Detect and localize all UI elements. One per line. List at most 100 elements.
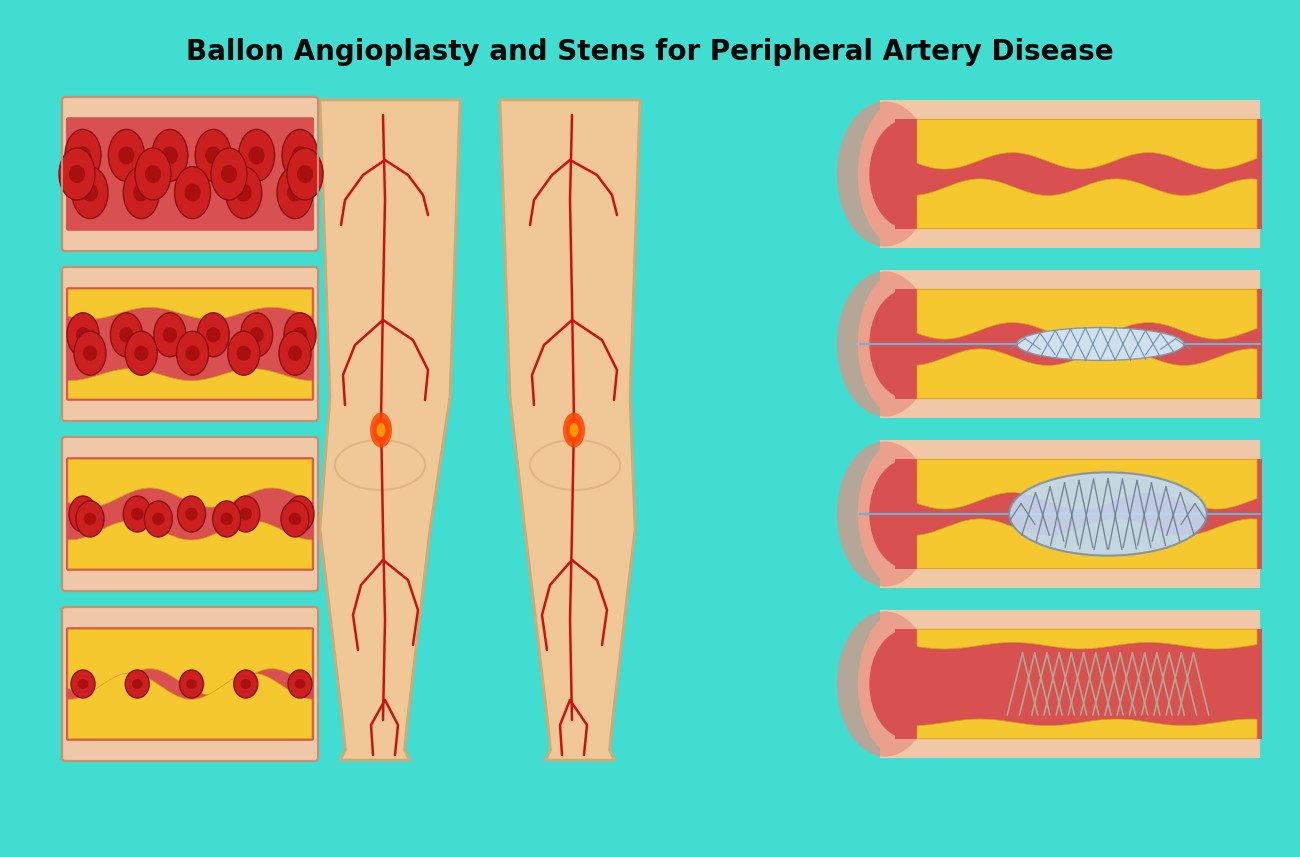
- Ellipse shape: [282, 129, 318, 182]
- Ellipse shape: [68, 313, 99, 357]
- Ellipse shape: [124, 166, 159, 219]
- Ellipse shape: [277, 166, 313, 219]
- Polygon shape: [916, 518, 1257, 569]
- Ellipse shape: [234, 670, 257, 698]
- FancyBboxPatch shape: [880, 270, 1260, 418]
- Ellipse shape: [131, 507, 143, 520]
- Ellipse shape: [125, 331, 157, 375]
- Ellipse shape: [221, 165, 237, 183]
- Ellipse shape: [111, 313, 143, 357]
- Ellipse shape: [248, 147, 265, 165]
- Polygon shape: [68, 629, 312, 695]
- Ellipse shape: [72, 166, 108, 219]
- Ellipse shape: [377, 423, 385, 437]
- Ellipse shape: [198, 313, 229, 357]
- Ellipse shape: [118, 147, 134, 165]
- FancyBboxPatch shape: [62, 607, 318, 761]
- FancyBboxPatch shape: [62, 267, 318, 421]
- Ellipse shape: [108, 129, 144, 182]
- Ellipse shape: [221, 512, 233, 525]
- Ellipse shape: [1017, 327, 1184, 361]
- Polygon shape: [916, 179, 1257, 229]
- Ellipse shape: [134, 345, 148, 361]
- Ellipse shape: [205, 327, 221, 343]
- Ellipse shape: [837, 612, 933, 757]
- Ellipse shape: [72, 670, 95, 698]
- Ellipse shape: [858, 440, 946, 588]
- Ellipse shape: [211, 148, 247, 200]
- Ellipse shape: [239, 507, 252, 520]
- Ellipse shape: [280, 331, 311, 375]
- Ellipse shape: [174, 166, 211, 219]
- Ellipse shape: [178, 496, 205, 532]
- Polygon shape: [916, 719, 1257, 739]
- Ellipse shape: [837, 101, 933, 247]
- Ellipse shape: [77, 507, 90, 520]
- Ellipse shape: [237, 345, 251, 361]
- Ellipse shape: [177, 331, 208, 375]
- Ellipse shape: [567, 417, 581, 442]
- Ellipse shape: [185, 507, 198, 520]
- FancyBboxPatch shape: [62, 97, 318, 251]
- FancyBboxPatch shape: [880, 100, 1260, 248]
- Ellipse shape: [144, 165, 161, 183]
- Ellipse shape: [287, 148, 322, 200]
- Ellipse shape: [1009, 472, 1206, 555]
- Ellipse shape: [75, 327, 90, 343]
- Ellipse shape: [235, 183, 252, 201]
- Ellipse shape: [231, 496, 260, 532]
- Ellipse shape: [870, 459, 946, 569]
- Ellipse shape: [292, 327, 307, 343]
- FancyBboxPatch shape: [66, 287, 315, 401]
- Ellipse shape: [250, 327, 264, 343]
- Ellipse shape: [135, 148, 172, 200]
- Ellipse shape: [120, 327, 134, 343]
- Polygon shape: [68, 369, 312, 399]
- Polygon shape: [916, 119, 1257, 169]
- Ellipse shape: [131, 679, 143, 689]
- Ellipse shape: [569, 423, 578, 437]
- FancyBboxPatch shape: [894, 290, 1262, 399]
- Ellipse shape: [133, 183, 150, 201]
- Ellipse shape: [283, 313, 316, 357]
- Ellipse shape: [186, 679, 196, 689]
- FancyBboxPatch shape: [894, 119, 1262, 229]
- Polygon shape: [68, 673, 312, 739]
- Ellipse shape: [144, 501, 173, 537]
- Ellipse shape: [240, 313, 273, 357]
- Polygon shape: [916, 629, 1257, 649]
- Ellipse shape: [295, 679, 306, 689]
- Ellipse shape: [83, 345, 98, 361]
- Ellipse shape: [75, 147, 91, 165]
- Ellipse shape: [289, 512, 302, 525]
- Ellipse shape: [213, 501, 240, 537]
- Polygon shape: [916, 290, 1257, 339]
- Ellipse shape: [227, 331, 260, 375]
- Ellipse shape: [240, 679, 251, 689]
- Ellipse shape: [837, 272, 933, 417]
- Ellipse shape: [296, 165, 313, 183]
- Ellipse shape: [69, 165, 84, 183]
- Ellipse shape: [179, 670, 204, 698]
- FancyBboxPatch shape: [880, 440, 1260, 588]
- Ellipse shape: [82, 183, 98, 201]
- Ellipse shape: [837, 441, 933, 586]
- Polygon shape: [320, 100, 460, 760]
- FancyBboxPatch shape: [66, 458, 315, 571]
- Ellipse shape: [152, 512, 165, 525]
- FancyBboxPatch shape: [880, 610, 1260, 758]
- Ellipse shape: [287, 345, 302, 361]
- Ellipse shape: [858, 100, 946, 248]
- Ellipse shape: [292, 147, 308, 165]
- Ellipse shape: [289, 670, 312, 698]
- Ellipse shape: [83, 512, 96, 525]
- FancyBboxPatch shape: [62, 437, 318, 591]
- Polygon shape: [916, 349, 1257, 399]
- Ellipse shape: [281, 501, 309, 537]
- Ellipse shape: [185, 183, 200, 201]
- Ellipse shape: [65, 129, 101, 182]
- Ellipse shape: [124, 496, 151, 532]
- Ellipse shape: [186, 345, 200, 361]
- Polygon shape: [68, 521, 312, 569]
- Polygon shape: [68, 290, 312, 320]
